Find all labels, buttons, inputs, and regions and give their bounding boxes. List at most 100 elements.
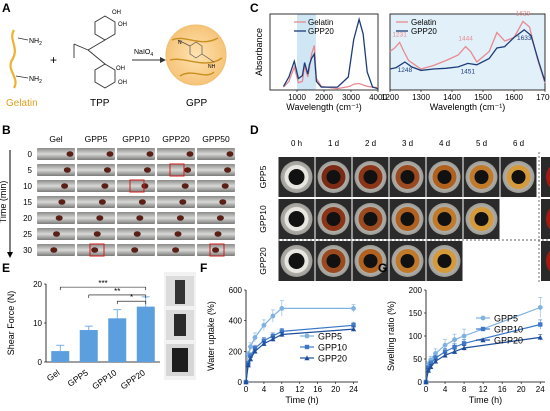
ftir-shaded-band — [297, 14, 316, 90]
panel-a: A NH2 NH2 Gelatin + OH OH OH OH TPP NaIO… — [2, 1, 227, 109]
data-point — [433, 355, 438, 361]
tube-sample — [184, 167, 192, 173]
x-tick-label: 1600 — [505, 93, 523, 102]
dish-row-label: GPP5 — [258, 165, 268, 188]
x-tick-label: 24 — [349, 385, 358, 394]
tube-image — [37, 164, 75, 176]
tube-image — [157, 196, 195, 208]
data-point — [350, 326, 357, 332]
legend-label-gpp5: GPP5 — [318, 332, 342, 342]
legend-marker — [480, 315, 486, 321]
x-tick-label: GPP5 — [66, 367, 91, 388]
panel-label-b: B — [2, 123, 11, 137]
dish-column-header: 4 d — [439, 139, 450, 148]
gpp-label: GPP — [186, 98, 207, 109]
x-tick-label: 3000 — [342, 93, 360, 102]
tpp-oh-1: OH — [112, 10, 121, 16]
tube-sample — [133, 231, 141, 237]
x-tick-label: GPP10 — [90, 367, 118, 391]
extra-day-photo — [541, 241, 550, 281]
tube-sample — [55, 215, 63, 221]
x-tick-label: 2000 — [315, 93, 333, 102]
dish-sample — [326, 212, 341, 226]
time-row-label: 20 — [23, 214, 32, 223]
legend-marker — [480, 337, 486, 343]
time-row-label: 30 — [23, 246, 32, 255]
y-axis-label: Water uptake (%) — [206, 301, 216, 371]
tube-image — [77, 148, 115, 160]
y-tick-label: 200 — [409, 286, 423, 295]
ftir-zoom-bg — [390, 14, 545, 90]
dish-column-header: 3 d — [402, 139, 413, 148]
tube-sample — [63, 167, 71, 173]
dish-sample — [288, 169, 305, 185]
tube-sample — [91, 247, 99, 253]
tube-sample — [50, 247, 58, 253]
data-point — [442, 342, 448, 348]
tube-sample — [131, 247, 139, 253]
data-point — [538, 322, 543, 327]
endpoint-highlight — [129, 179, 145, 193]
panel-label-c: C — [250, 1, 259, 15]
data-point — [452, 337, 457, 343]
dish-sample — [474, 212, 489, 226]
panel-d-dish-grid: 0 h1 d2 d3 d4 d5 d6 dGPP59 dGPP108 dGPP2… — [258, 139, 550, 282]
data-point — [461, 333, 467, 339]
tube-sample — [172, 247, 180, 253]
tube-image — [77, 180, 115, 192]
y-tick-label: 0 — [238, 378, 243, 387]
legend-label-gpp20: GPP20 — [308, 27, 334, 36]
tube-sample — [221, 183, 229, 189]
tube-image — [117, 212, 155, 224]
tube-column-header: Gel — [49, 134, 62, 144]
panel-label-f: F — [200, 261, 207, 275]
tube-image — [117, 180, 155, 192]
data-point — [442, 349, 448, 354]
tube-image — [197, 180, 235, 192]
tube-sample — [61, 183, 69, 189]
tube-image — [77, 164, 115, 176]
data-point — [351, 323, 356, 328]
gelatin-bond-2 — [15, 75, 29, 79]
data-point — [270, 313, 276, 319]
significance-marker: *** — [98, 279, 107, 288]
tube-image — [157, 148, 195, 160]
x-tick-label: 1700 — [536, 93, 550, 102]
legend-label-gpp20: GPP20 — [494, 336, 523, 346]
dish-sample — [288, 211, 305, 227]
tpp-label: TPP — [90, 98, 110, 109]
x-tick-label: 16 — [498, 385, 507, 394]
x-tick-label: 4 — [443, 385, 448, 394]
panel-label-e: E — [2, 261, 10, 275]
data-point — [261, 341, 267, 346]
data-point — [428, 364, 434, 370]
y-tick-label: 600 — [229, 286, 243, 295]
tube-image — [197, 212, 235, 224]
tube-image — [37, 196, 75, 208]
data-point — [248, 344, 253, 350]
dish-column-header: 2 d — [365, 139, 376, 148]
tube-sample — [176, 215, 184, 221]
bar — [79, 330, 98, 362]
tube-image — [117, 196, 155, 208]
panel-label-d: D — [250, 123, 259, 137]
data-point — [245, 362, 251, 368]
x-axis-label: Time (h) — [285, 395, 318, 405]
x-tick-label: 16 — [313, 385, 322, 394]
x-tick-label: 1400 — [443, 93, 461, 102]
tube-sample — [53, 231, 60, 237]
gpp-link-1 — [177, 39, 191, 47]
data-point — [279, 306, 285, 311]
tube-sample — [179, 199, 187, 205]
tube-column-header: GPP50 — [202, 134, 230, 144]
time-row-label: 0 — [28, 150, 33, 159]
data-point — [243, 379, 249, 385]
dish-column-header: 0 h — [291, 139, 302, 148]
tube-image — [197, 148, 235, 160]
peak-annotation: 1633 — [517, 35, 532, 42]
tube-sample — [138, 199, 146, 205]
time-axis-label: Time (min) — [0, 181, 8, 224]
tube-image — [77, 212, 115, 224]
tube-image — [117, 164, 155, 176]
